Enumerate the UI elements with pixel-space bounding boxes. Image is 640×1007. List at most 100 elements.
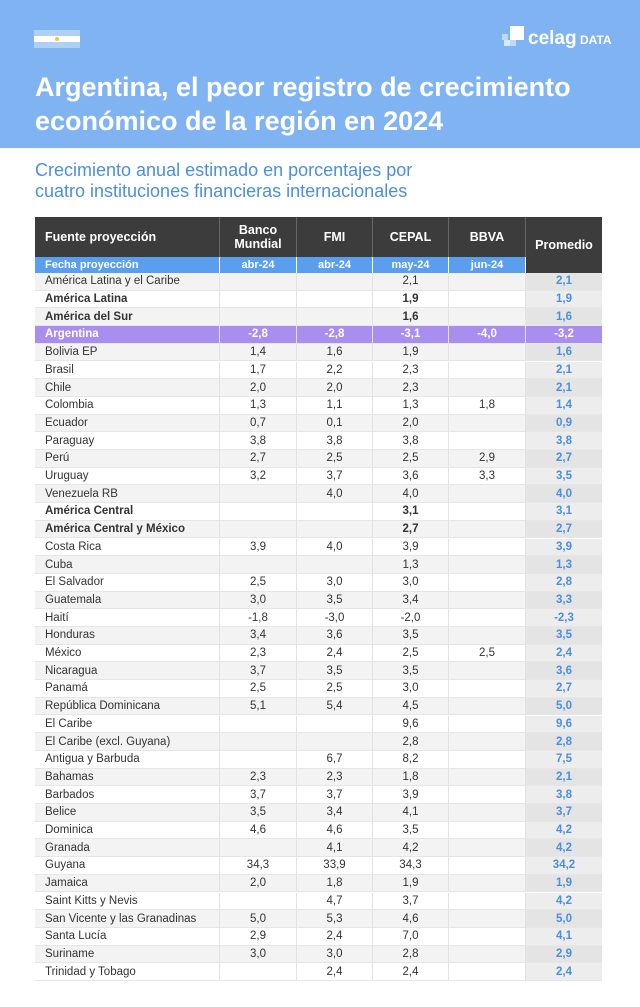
value-cell — [297, 556, 373, 574]
value-cell: 4,5 — [373, 697, 449, 716]
value-cell: 3,0 — [297, 573, 373, 592]
value-cell: 4,1 — [373, 804, 449, 822]
row-label: Suriname — [35, 945, 220, 964]
value-cell: 2,3 — [297, 768, 373, 787]
value-cell: 2,7 — [526, 680, 602, 698]
value-cell: 4,6 — [373, 910, 449, 928]
value-cell — [449, 609, 526, 627]
value-cell: 3,7 — [373, 892, 449, 911]
value-cell: -2,0 — [373, 609, 449, 627]
value-cell — [449, 821, 526, 840]
row-label: Nicaragua — [35, 662, 220, 681]
value-cell — [449, 927, 526, 946]
value-cell: 3,0 — [373, 573, 449, 592]
value-cell: 1,8 — [373, 768, 449, 787]
value-cell: 2,3 — [373, 361, 449, 380]
row-label: Belice — [35, 804, 220, 822]
row-label: Paraguay — [35, 432, 220, 450]
value-cell — [449, 308, 526, 327]
value-cell: 7,5 — [526, 750, 602, 769]
date-cell: Fecha proyección — [35, 257, 220, 273]
value-cell: 3,1 — [373, 503, 449, 521]
value-cell: 3,2 — [220, 467, 297, 486]
column-header: CEPAL — [373, 217, 449, 257]
value-cell — [449, 591, 526, 610]
value-cell: 2,4 — [297, 963, 373, 981]
value-cell: 0,7 — [220, 414, 297, 433]
value-cell — [297, 715, 373, 734]
value-cell — [449, 680, 526, 698]
value-cell: 2,5 — [297, 450, 373, 468]
value-cell — [449, 503, 526, 521]
value-cell: 1,9 — [373, 290, 449, 309]
value-cell — [449, 715, 526, 734]
row-label: Colombia — [35, 396, 220, 415]
value-cell: 3,5 — [526, 627, 602, 645]
value-cell: 2,8 — [526, 573, 602, 592]
column-header: Banco Mundial — [220, 217, 297, 257]
value-cell: 3,5 — [373, 821, 449, 840]
value-cell — [449, 768, 526, 787]
value-cell: 3,0 — [220, 945, 297, 964]
row-label: República Dominicana — [35, 697, 220, 716]
value-cell: 4,1 — [526, 927, 602, 946]
value-cell: 5,4 — [297, 697, 373, 716]
value-cell — [220, 503, 297, 521]
value-cell: 2,5 — [373, 450, 449, 468]
value-cell: 5,3 — [297, 910, 373, 928]
value-cell: 6,7 — [297, 750, 373, 769]
value-cell — [449, 485, 526, 504]
value-cell: 3,5 — [373, 627, 449, 645]
value-cell: 4,2 — [373, 839, 449, 858]
value-cell: 2,7 — [526, 520, 602, 539]
value-cell: 2,0 — [220, 379, 297, 397]
value-cell: 2,1 — [526, 361, 602, 380]
row-label: Perú — [35, 450, 220, 468]
column-header: FMI — [297, 217, 373, 257]
value-cell: 1,6 — [526, 308, 602, 327]
value-cell: 2,5 — [373, 644, 449, 663]
value-cell — [449, 874, 526, 893]
row-label: América del Sur — [35, 308, 220, 327]
value-cell: 9,6 — [373, 715, 449, 734]
value-cell: 1,6 — [297, 343, 373, 362]
value-cell — [449, 750, 526, 769]
subtitle: cuatro instituciones financieras interna… — [35, 181, 408, 201]
value-cell: -3,2 — [526, 326, 602, 344]
value-cell — [297, 273, 373, 291]
value-cell: 1,3 — [373, 396, 449, 415]
value-cell — [449, 662, 526, 681]
value-cell: 3,4 — [220, 627, 297, 645]
value-cell — [220, 290, 297, 309]
column-header: BBVA — [449, 217, 526, 257]
value-cell — [449, 361, 526, 380]
value-cell: 3,9 — [526, 538, 602, 557]
value-cell: 3,4 — [297, 804, 373, 822]
value-cell: 2,3 — [220, 644, 297, 663]
value-cell — [297, 733, 373, 751]
row-label: Saint Kitts y Nevis — [35, 892, 220, 911]
value-cell: 3,8 — [526, 432, 602, 450]
value-cell — [449, 556, 526, 574]
value-cell: 2,3 — [373, 379, 449, 397]
value-cell — [449, 627, 526, 645]
value-cell: 3,8 — [373, 432, 449, 450]
value-cell: 4,0 — [373, 485, 449, 504]
value-cell: 3,5 — [297, 662, 373, 681]
value-cell: 3,5 — [297, 591, 373, 610]
value-cell — [297, 520, 373, 539]
value-cell: 3,6 — [297, 627, 373, 645]
value-cell: 2,4 — [526, 963, 602, 981]
value-cell — [449, 910, 526, 928]
value-cell — [220, 273, 297, 291]
row-label: Panamá — [35, 680, 220, 698]
flag — [34, 30, 80, 48]
value-cell: 34,3 — [220, 857, 297, 875]
value-cell: 2,8 — [373, 945, 449, 964]
value-cell: 3,9 — [373, 786, 449, 804]
value-cell: 1,9 — [373, 343, 449, 362]
value-cell: -3,1 — [373, 326, 449, 344]
value-cell: -3,0 — [297, 609, 373, 627]
value-cell: 1,4 — [526, 396, 602, 415]
date-cell: abr-24 — [297, 257, 373, 273]
